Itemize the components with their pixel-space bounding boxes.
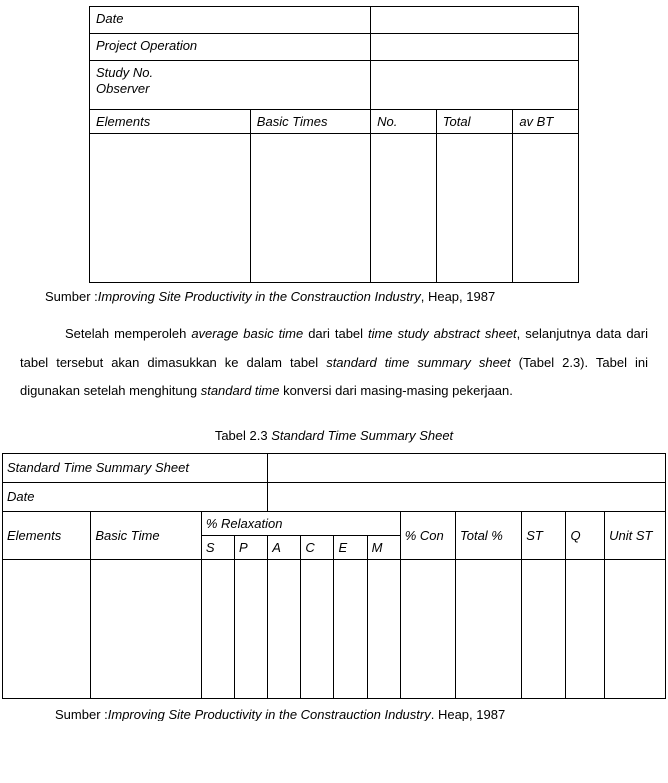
- header-q: Q: [566, 511, 605, 559]
- summary-date-label: Date: [3, 482, 268, 511]
- body-avbt: [513, 134, 579, 283]
- body2-elements: [3, 559, 91, 698]
- header-no: No.: [371, 110, 437, 134]
- relax-m: M: [367, 535, 400, 559]
- standard-time-summary-table: Standard Time Summary Sheet Date Element…: [2, 453, 666, 699]
- time-study-abstract-table: Date Project Operation Study No. Observe…: [89, 6, 579, 283]
- source2-prefix: Sumber :: [55, 707, 108, 721]
- caption-italic: Standard Time Summary Sheet: [271, 428, 453, 443]
- header-elements: Elements: [90, 110, 251, 134]
- body2-s: [201, 559, 234, 698]
- header-unit-st: Unit ST: [605, 511, 666, 559]
- relax-s: S: [201, 535, 234, 559]
- header-elements-2: Elements: [3, 511, 91, 559]
- top-table-container: Date Project Operation Study No. Observe…: [0, 6, 668, 283]
- paragraph-italic-run: standard time: [201, 383, 280, 398]
- body2-q: [566, 559, 605, 698]
- summary-date-blank: [268, 482, 666, 511]
- date-label: Date: [90, 7, 371, 34]
- summary-title: Standard Time Summary Sheet: [3, 453, 268, 482]
- header-relaxation: % Relaxation: [201, 511, 400, 535]
- source-citation-2: Sumber :Improving Site Productivity in t…: [55, 707, 668, 721]
- body2-m: [367, 559, 400, 698]
- body2-con: [400, 559, 455, 698]
- header-total-pct: Total %: [455, 511, 521, 559]
- header-con: % Con: [400, 511, 455, 559]
- date-value-cell: [371, 7, 579, 34]
- source1-suffix: , Heap, 1987: [421, 289, 495, 304]
- body-total: [436, 134, 513, 283]
- summary-title-blank: [268, 453, 666, 482]
- source2-title: Improving Site Productivity in the Const…: [108, 707, 431, 721]
- body2-a: [268, 559, 301, 698]
- body-paragraph: Setelah memperoleh average basic time da…: [20, 320, 648, 406]
- header-basic-times: Basic Times: [250, 110, 370, 134]
- source1-prefix: Sumber :: [45, 289, 98, 304]
- paragraph-italic-run: standard time summary sheet: [326, 355, 510, 370]
- body2-total: [455, 559, 521, 698]
- body-no: [371, 134, 437, 283]
- project-operation-label: Project Operation: [90, 34, 371, 61]
- paragraph-text-run: dari tabel: [303, 326, 368, 341]
- relax-e: E: [334, 535, 367, 559]
- study-value-cell: [371, 61, 579, 110]
- body-elements: [90, 134, 251, 283]
- body2-e: [334, 559, 367, 698]
- paragraph-text-run: konversi dari masing-masing pekerjaan.: [279, 383, 512, 398]
- header-avbt: av BT: [513, 110, 579, 134]
- study-no-label: Study No.: [96, 65, 153, 80]
- source1-title: Improving Site Productivity in the Const…: [98, 289, 421, 304]
- relax-p: P: [235, 535, 268, 559]
- table-caption: Tabel 2.3 Standard Time Summary Sheet: [0, 428, 668, 443]
- body2-basic-time: [91, 559, 201, 698]
- paragraph-text-run: Setelah memperoleh: [65, 326, 191, 341]
- body2-c: [301, 559, 334, 698]
- study-observer-cell: Study No. Observer: [90, 61, 371, 110]
- page: Date Project Operation Study No. Observe…: [0, 0, 668, 721]
- header-st: ST: [522, 511, 566, 559]
- project-value-cell: [371, 34, 579, 61]
- source-citation-1: Sumber :Improving Site Productivity in t…: [45, 289, 648, 304]
- body2-st: [522, 559, 566, 698]
- caption-prefix: Tabel 2.3: [215, 428, 271, 443]
- observer-label: Observer: [96, 81, 149, 96]
- paragraph-italic-run: average basic time: [191, 326, 303, 341]
- header-total: Total: [436, 110, 513, 134]
- relax-c: C: [301, 535, 334, 559]
- header-basic-time: Basic Time: [91, 511, 201, 559]
- source2-suffix: . Heap, 1987: [431, 707, 505, 721]
- body-basic-times: [250, 134, 370, 283]
- paragraph-italic-run: time study abstract sheet: [368, 326, 517, 341]
- relax-a: A: [268, 535, 301, 559]
- body2-unit-st: [605, 559, 666, 698]
- body2-p: [235, 559, 268, 698]
